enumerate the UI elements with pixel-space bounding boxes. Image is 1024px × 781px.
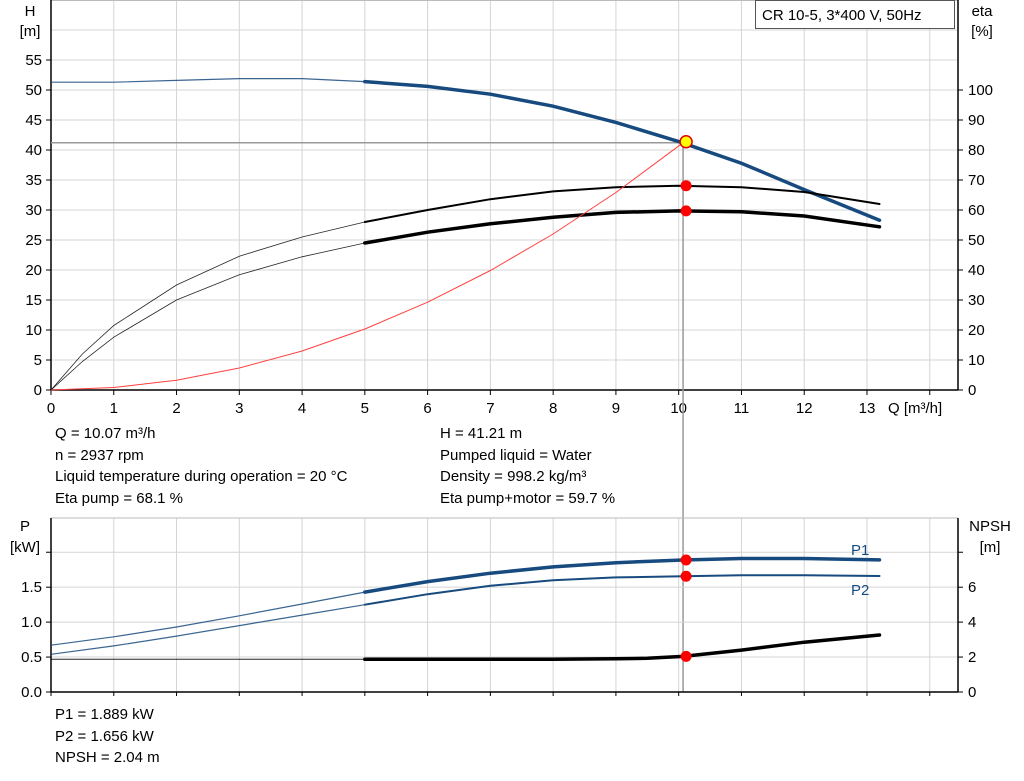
- x-tick-label: 13: [859, 400, 876, 417]
- readout-temp: Liquid temperature during operation = 20…: [55, 468, 348, 485]
- p-axis-label: P: [20, 518, 30, 535]
- readout-top-right: H = 41.21 m Pumped liquid = Water Densit…: [440, 423, 615, 509]
- eta-pump-motor-curve-extended: [50, 242, 365, 391]
- y-tick-label-right: 100: [968, 82, 993, 99]
- npsh-marker: [680, 650, 692, 662]
- p-tick-label: 0.5: [21, 649, 42, 666]
- pump-title-box: [755, 0, 955, 29]
- x-axis-label: Q [m³/h]: [888, 400, 942, 417]
- y-tick-label-left: 25: [25, 232, 42, 249]
- readout-density: Density = 998.2 kg/m³: [440, 468, 587, 485]
- y-tick-label-right: 90: [968, 112, 985, 129]
- y-axis-label-right-unit: [%]: [971, 23, 993, 40]
- x-tick-label: 3: [235, 400, 243, 417]
- y-axis-label-right: eta: [972, 3, 994, 20]
- readout-p2: P2 = 1.656 kW: [55, 727, 154, 745]
- npsh-tick-label: 0: [968, 684, 976, 701]
- readout-p1: P1 = 1.889 kW: [55, 706, 154, 723]
- x-tick-label: 2: [172, 400, 180, 417]
- x-tick-label: 12: [796, 400, 813, 417]
- eta-pump-motor-curve: [363, 209, 882, 245]
- p1-curve-extended: [50, 591, 365, 646]
- y-tick-label-left: 30: [25, 202, 42, 219]
- y-tick-label-left: 35: [25, 172, 42, 189]
- y-tick-label-left: 0: [34, 382, 42, 399]
- y-tick-label-left: 55: [25, 52, 42, 69]
- x-tick-label: 9: [612, 400, 620, 417]
- readout-bottom: P1 = 1.889 kW P2 = 1.656 kW NPSH = 2.04 …: [55, 704, 160, 769]
- head-curve: [363, 79, 882, 222]
- y-tick-label-right: 10: [968, 352, 985, 369]
- p1-curve: [363, 556, 882, 594]
- readout-eta-pump-motor: Eta pump+motor = 59.7 %: [440, 489, 616, 507]
- y-tick-label-right: 40: [968, 262, 985, 279]
- p1-label: P1: [851, 542, 869, 559]
- y-tick-label-right: 70: [968, 172, 985, 189]
- y-tick-label-left: 50: [25, 82, 42, 99]
- p-axis-unit: [kW]: [10, 539, 40, 556]
- y-tick-label-left: 45: [25, 112, 42, 129]
- eta-pump-marker: [680, 180, 692, 192]
- readout-h: H = 41.21 m: [440, 425, 523, 442]
- y-tick-label-left: 15: [25, 292, 42, 309]
- pump-title: CR 10-5, 3*400 V, 50Hz: [762, 7, 922, 24]
- p2-label: P2: [851, 582, 869, 599]
- x-tick-label: 1: [110, 400, 118, 417]
- x-tick-label: 8: [549, 400, 557, 417]
- p-tick-label: 1.0: [21, 614, 42, 631]
- npsh-tick-label: 2: [968, 649, 976, 666]
- p2-marker: [680, 570, 692, 582]
- x-tick-label: 0: [47, 400, 55, 417]
- eta-pump-curve-extended: [50, 221, 365, 391]
- npsh-tick-label: 6: [968, 579, 976, 596]
- p2-curve-extended: [50, 604, 365, 655]
- p-tick-label: 0.0: [21, 684, 42, 701]
- x-tick-label: 4: [298, 400, 306, 417]
- readout-liquid: Pumped liquid = Water: [440, 446, 592, 464]
- npsh-curve: [363, 633, 882, 661]
- y-tick-label-left: 20: [25, 262, 42, 279]
- y-tick-label-right: 30: [968, 292, 985, 309]
- y-tick-label-right: 0: [968, 382, 976, 399]
- readout-top-left: Q = 10.07 m³/h n = 2937 rpm Liquid tempe…: [55, 423, 347, 509]
- p1-marker: [680, 554, 692, 566]
- eta-pump-curve: [363, 184, 881, 223]
- readout-npsh: NPSH = 2.04 m: [55, 749, 160, 766]
- system-curve: [50, 142, 684, 391]
- npsh-tick-label: 4: [968, 614, 976, 631]
- x-tick-label: 6: [423, 400, 431, 417]
- y-tick-label-left: 10: [25, 322, 42, 339]
- y-tick-label-left: 5: [34, 352, 42, 369]
- y-tick-label-right: 60: [968, 202, 985, 219]
- p2-curve: [363, 574, 881, 606]
- readout-q: Q = 10.07 m³/h: [55, 425, 156, 442]
- readout-eta-pump: Eta pump = 68.1 %: [55, 489, 183, 507]
- x-tick-label: 5: [361, 400, 369, 417]
- x-tick-label: 10: [670, 400, 687, 417]
- y-axis-label-left: H: [25, 3, 36, 20]
- y-tick-label-right: 50: [968, 232, 985, 249]
- eta-pump-motor-marker: [680, 205, 692, 217]
- head-curve-extended: [51, 78, 365, 83]
- y-axis-label-left-unit: [m]: [20, 23, 41, 40]
- y-tick-label-right: 80: [968, 142, 985, 159]
- readout-n: n = 2937 rpm: [55, 446, 144, 464]
- x-tick-label: 7: [486, 400, 494, 417]
- p-tick-label: 1.5: [21, 579, 42, 596]
- x-tick-label: 11: [734, 400, 750, 417]
- operating-point-marker: [679, 134, 693, 149]
- npsh-axis-label: NPSH: [969, 518, 1011, 535]
- npsh-axis-unit: [m]: [980, 539, 1001, 556]
- y-tick-label-left: 40: [25, 142, 42, 159]
- y-tick-label-right: 20: [968, 322, 985, 339]
